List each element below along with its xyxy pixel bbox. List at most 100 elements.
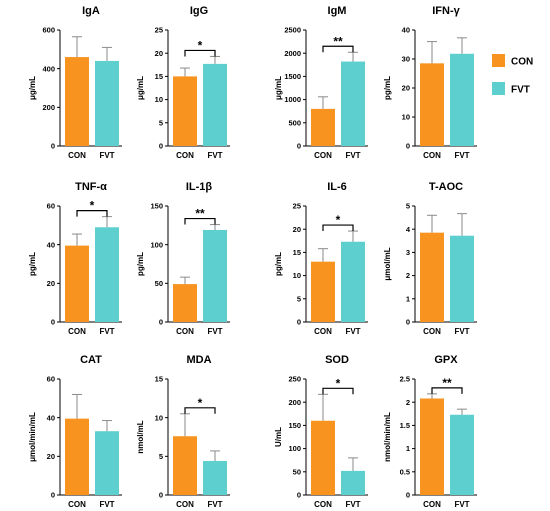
x-tick-label-con: CON (314, 327, 332, 336)
y-axis-label: μg/mL (28, 76, 37, 100)
y-tick-label: 25 (155, 26, 163, 35)
significance-marker: * (198, 396, 203, 410)
legend-swatch-con (492, 54, 505, 67)
significance-bracket (184, 49, 216, 57)
y-tick-label: 0 (159, 318, 163, 327)
y-tick-label: 1 (406, 444, 410, 453)
x-tick-label-fvt: FVT (454, 327, 469, 336)
bar-con (173, 76, 197, 146)
y-tick-label: 10 (293, 271, 301, 280)
x-tick-label-con: CON (423, 500, 441, 509)
y-tick-label: 150 (288, 421, 301, 430)
x-tick-label-fvt: FVT (99, 500, 114, 509)
bar-con (173, 436, 197, 495)
y-tick-label: 1.5 (400, 421, 410, 430)
x-tick-label-fvt: FVT (454, 151, 469, 160)
y-tick-label: 400 (42, 64, 55, 73)
y-tick-label: 0 (297, 142, 301, 151)
y-tick-label: 10 (155, 95, 163, 104)
y-tick-label: 1000 (284, 95, 301, 104)
y-tick-label: 5 (406, 202, 410, 211)
panel-title-tnf-alpha: TNF-α (75, 181, 107, 193)
significance-bracket (322, 224, 354, 232)
bar-con (311, 261, 335, 322)
y-tick-label: 200 (42, 103, 55, 112)
y-tick-label: 0 (159, 142, 163, 151)
bar-fvt (95, 60, 119, 146)
bar-fvt (450, 414, 474, 495)
panel-t-aoc: T-AOC 0 1 2 3 4 5 μmol/mL CON FVT (383, 181, 477, 336)
y-axis-label: pg/mL (383, 76, 392, 100)
x-tick-label-fvt: FVT (454, 500, 469, 509)
x-tick-label-con: CON (68, 327, 86, 336)
y-axis-label: μmol/mL (383, 247, 392, 280)
panel-title-t-aoc: T-AOC (429, 181, 463, 193)
panel-title-il-6: IL-6 (327, 181, 347, 193)
panel-gpx: GPX 0 0.5 1 1.5 2 2.5 nmol/min/mL CON FVT ** (383, 354, 477, 509)
bar-con (311, 108, 335, 146)
significance-bracket (431, 387, 463, 394)
bar-con (65, 57, 89, 146)
y-axis-label: pg/mL (274, 252, 283, 276)
y-tick-label: 0 (297, 318, 301, 327)
y-tick-label: 60 (47, 375, 55, 384)
panel-title-il-1beta: IL-1β (186, 181, 213, 193)
significance-marker: * (90, 199, 95, 213)
x-tick-label-fvt: FVT (99, 151, 114, 160)
y-tick-label: 600 (42, 26, 55, 35)
panel-title-igm: IgM (328, 5, 347, 17)
significance-bracket (322, 45, 354, 53)
bar-fvt (203, 63, 227, 146)
legend-label-fvt: FVT (511, 85, 530, 96)
y-tick-label: 0 (51, 318, 55, 327)
bar-con (420, 232, 444, 322)
significance-marker: ** (333, 34, 343, 48)
y-tick-label: 500 (288, 118, 301, 127)
bar-con (65, 418, 89, 495)
bar-fvt (341, 61, 365, 146)
y-axis-label: pg/mL (136, 252, 145, 276)
bar-fvt (95, 227, 119, 322)
significance-bracket (322, 387, 354, 395)
bar-fvt (95, 431, 119, 495)
y-axis-label: μmol/min/mL (28, 412, 37, 462)
legend: CON FVT (492, 54, 533, 96)
y-tick-label: 40 (47, 240, 55, 249)
x-tick-label-fvt: FVT (207, 151, 222, 160)
panel-igg: IgG 0 5 10 15 20 25 μg/mL CON FVT * (136, 5, 230, 160)
significance-bracket (184, 217, 216, 225)
y-tick-label: 25 (293, 202, 301, 211)
x-tick-label-con: CON (423, 151, 441, 160)
panel-sod: SOD 0 50 100 150 200 250 U/mL CON FVT * (274, 354, 368, 509)
y-tick-label: 100 (288, 444, 301, 453)
bar-fvt (203, 229, 227, 322)
x-tick-label-fvt: FVT (345, 151, 360, 160)
y-tick-label: 2 (406, 271, 410, 280)
y-tick-label: 1500 (284, 72, 301, 81)
bar-con (311, 420, 335, 495)
y-tick-label: 0.5 (400, 467, 410, 476)
y-tick-label: 60 (47, 202, 55, 211)
x-tick-label-con: CON (176, 327, 194, 336)
bar-fvt (341, 241, 365, 322)
significance-marker: ** (442, 376, 452, 390)
y-tick-label: 5 (297, 294, 301, 303)
significance-marker: * (336, 376, 341, 390)
y-tick-label: 20 (47, 279, 55, 288)
panel-igm: IgM 0 500 1000 1500 2000 2500 μg/mL CON FVT ** (274, 5, 368, 160)
y-tick-label: 0 (159, 491, 163, 500)
significance-bracket (76, 210, 108, 217)
y-tick-label: 0 (406, 142, 410, 151)
y-axis-label: μg/mL (136, 76, 145, 100)
y-tick-label: 200 (288, 398, 301, 407)
panel-title-ifn-gamma: IFN-γ (432, 5, 460, 17)
significance-marker: * (336, 213, 341, 227)
x-tick-label-fvt: FVT (345, 327, 360, 336)
bar-fvt (203, 460, 227, 495)
panel-tnf-alpha: TNF-α 0 20 40 60 pg/mL CON FVT * (28, 181, 122, 336)
panel-il-1beta: IL-1β 0 50 100 150 pg/mL CON FVT ** (136, 181, 230, 336)
y-tick-label: 0 (51, 142, 55, 151)
x-tick-label-fvt: FVT (345, 500, 360, 509)
y-tick-label: 50 (293, 467, 301, 476)
y-tick-label: 15 (293, 248, 301, 257)
